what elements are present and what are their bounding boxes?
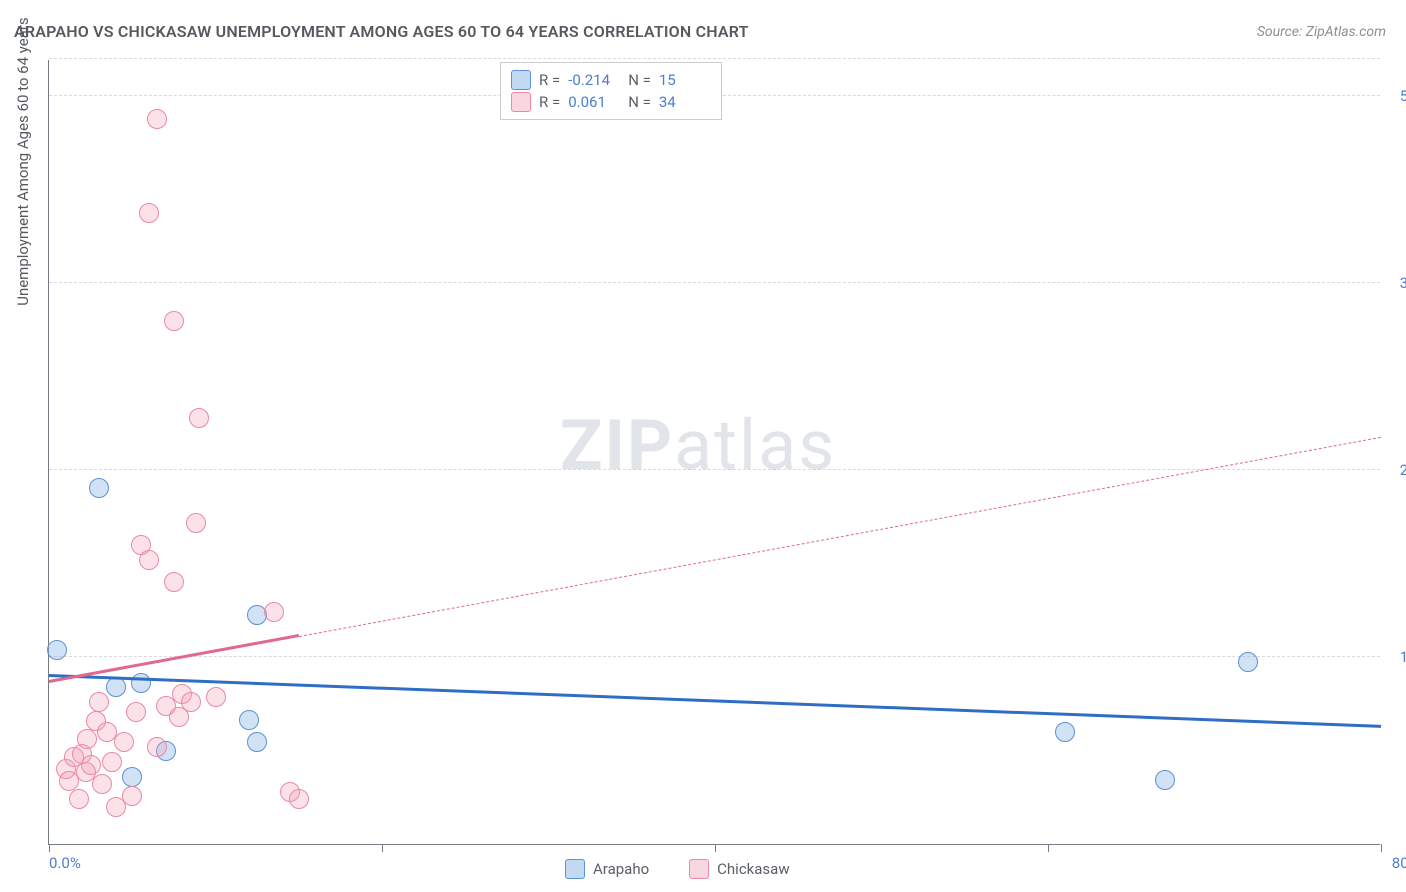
data-point-arapaho <box>122 767 142 787</box>
n-label: N = <box>628 69 651 91</box>
xtick <box>1048 844 1049 852</box>
xtick <box>1381 844 1382 852</box>
r-label: R = <box>539 69 560 91</box>
data-point-chickasaw <box>186 513 206 533</box>
data-point-chickasaw <box>81 755 101 775</box>
xtick <box>49 844 50 852</box>
data-point-arapaho <box>239 710 259 730</box>
swatch-chickasaw <box>689 859 709 879</box>
data-point-chickasaw <box>89 692 109 712</box>
source-label: Source: ZipAtlas.com <box>1257 24 1386 40</box>
data-point-chickasaw <box>206 687 226 707</box>
data-point-chickasaw <box>164 572 184 592</box>
n-label: N = <box>628 91 651 113</box>
gridline-h <box>49 282 1380 283</box>
data-point-arapaho <box>1055 722 1075 742</box>
data-point-chickasaw <box>92 774 112 794</box>
data-point-chickasaw <box>77 729 97 749</box>
chart-title: ARAPAHO VS CHICKASAW UNEMPLOYMENT AMONG … <box>14 22 749 41</box>
swatch-arapaho <box>511 70 531 90</box>
ytick-label: 12.5% <box>1385 648 1406 666</box>
r-value-arapaho: -0.214 <box>568 69 620 91</box>
trendline-dash-chickasaw <box>299 436 1381 636</box>
gridline-h <box>49 656 1380 657</box>
xtick <box>715 844 716 852</box>
data-point-arapaho <box>106 677 126 697</box>
data-point-arapaho <box>1238 652 1258 672</box>
legend-item-arapaho: Arapaho <box>565 859 649 879</box>
xtick <box>382 844 383 852</box>
n-value-chickasaw: 34 <box>659 91 711 113</box>
data-point-arapaho <box>47 640 67 660</box>
data-point-chickasaw <box>126 702 146 722</box>
data-point-chickasaw <box>139 550 159 570</box>
legend-bottom: Arapaho Chickasaw <box>565 859 790 879</box>
data-point-chickasaw <box>122 786 142 806</box>
legend-label-arapaho: Arapaho <box>593 860 649 878</box>
data-point-arapaho <box>247 732 267 752</box>
plot-area: 12.5%25.0%37.5%50.0%0.0%80.0% <box>48 60 1380 845</box>
swatch-arapaho <box>565 859 585 879</box>
legend-stats-box: R = -0.214 N = 15 R = 0.061 N = 34 <box>500 62 722 120</box>
data-point-chickasaw <box>147 109 167 129</box>
data-point-chickasaw <box>114 732 134 752</box>
data-point-chickasaw <box>69 789 89 809</box>
r-value-chickasaw: 0.061 <box>568 91 620 113</box>
ytick-label: 50.0% <box>1385 87 1406 105</box>
n-value-arapaho: 15 <box>659 69 711 91</box>
data-point-arapaho <box>131 673 151 693</box>
legend-item-chickasaw: Chickasaw <box>689 859 789 879</box>
data-point-chickasaw <box>189 408 209 428</box>
y-axis-label: Unemployment Among Ages 60 to 64 years <box>14 17 32 305</box>
data-point-chickasaw <box>164 311 184 331</box>
legend-label-chickasaw: Chickasaw <box>717 860 789 878</box>
gridline-h <box>49 469 1380 470</box>
data-point-chickasaw <box>147 737 167 757</box>
xtick-label-max: 80.0% <box>1392 854 1406 872</box>
legend-stats-row-arapaho: R = -0.214 N = 15 <box>511 69 711 91</box>
gridline-h <box>49 58 1380 59</box>
ytick-label: 25.0% <box>1385 461 1406 479</box>
swatch-chickasaw <box>511 92 531 112</box>
data-point-arapaho <box>1155 770 1175 790</box>
ytick-label: 37.5% <box>1385 274 1406 292</box>
data-point-chickasaw <box>289 789 309 809</box>
data-point-chickasaw <box>264 602 284 622</box>
r-label: R = <box>539 91 560 113</box>
trendline-chickasaw <box>49 634 299 682</box>
data-point-chickasaw <box>102 752 122 772</box>
data-point-arapaho <box>89 478 109 498</box>
legend-stats-row-chickasaw: R = 0.061 N = 34 <box>511 91 711 113</box>
data-point-chickasaw <box>181 692 201 712</box>
data-point-chickasaw <box>139 203 159 223</box>
xtick-label-min: 0.0% <box>49 854 81 872</box>
